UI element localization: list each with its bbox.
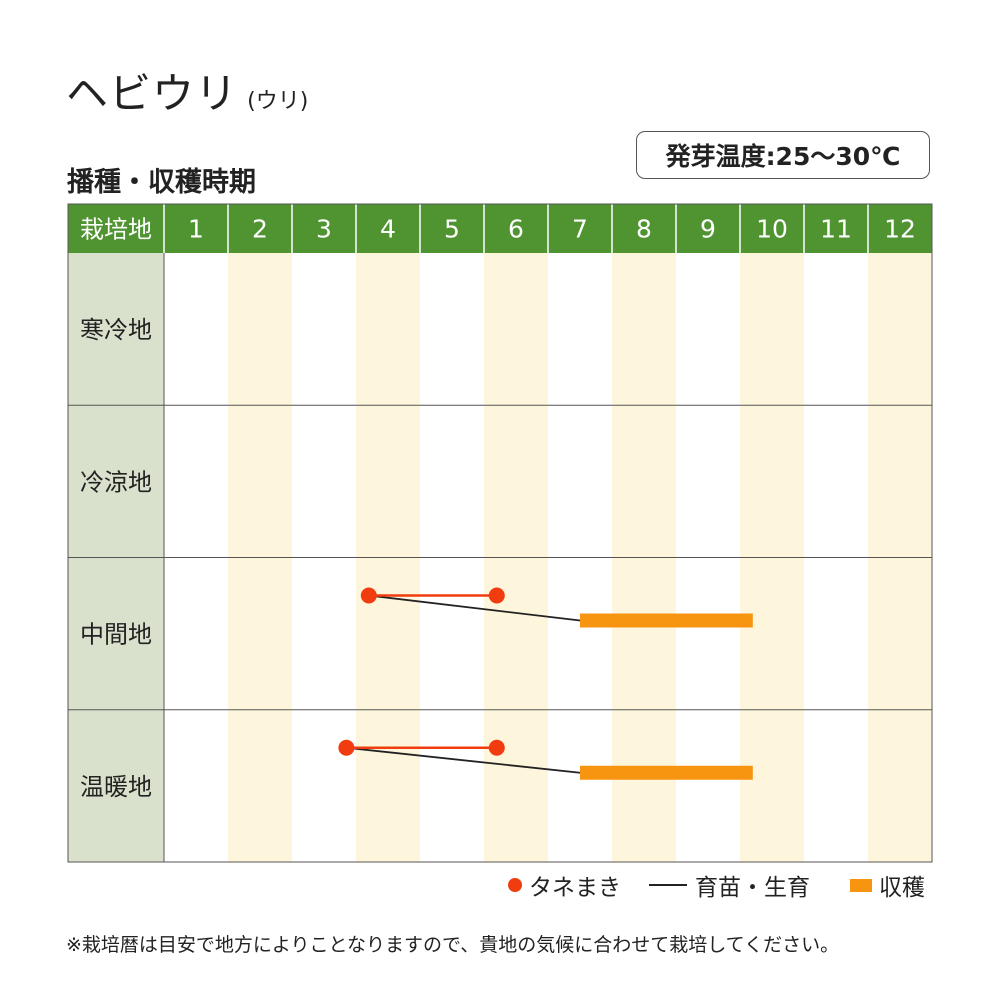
month-tick-label: 1: [188, 215, 204, 244]
sowing-end-point: [488, 587, 505, 604]
month-tick-label: 12: [884, 215, 916, 244]
month-tick-label: 11: [820, 215, 852, 244]
legend-harvest: 収穫: [810, 868, 925, 902]
header-label: 栽培地: [80, 216, 152, 244]
legend-nursery: 育苗・生育: [621, 868, 810, 902]
region-label: 寒冷地: [80, 316, 152, 344]
month-tick-label: 6: [508, 215, 524, 244]
sowing-start-point: [338, 739, 355, 756]
legend: タネまき 育苗・生育 収穫: [508, 868, 925, 902]
header-bar: [68, 204, 932, 253]
legend-sowing: タネまき: [508, 868, 621, 902]
month-tick-label: 8: [636, 215, 652, 244]
legend-sowing-label: タネまき: [529, 875, 621, 901]
harvest-bar: [580, 613, 753, 628]
month-tick-label: 3: [316, 215, 332, 244]
chart-border: [67, 203, 933, 863]
title-main: ヘビウリ: [66, 69, 239, 118]
harvest-bar: [580, 765, 753, 780]
region-label: 冷涼地: [80, 468, 152, 496]
sowing-end-point: [488, 739, 505, 756]
legend-harvest-label: 収穫: [879, 875, 925, 901]
chart-subtitle: 播種・収穫時期: [67, 167, 256, 198]
footnote: ※栽培暦は目安で地方によりことなりますので、貴地の気候に合わせて栽培してください…: [66, 934, 840, 956]
page-title: ヘビウリ (ウリ): [66, 60, 308, 121]
harvest-bar-icon: [850, 878, 872, 892]
sowing-dot-icon: [508, 878, 522, 892]
nursery-line: [368, 594, 581, 622]
title-sub: (ウリ): [247, 89, 309, 114]
nursery-line: [346, 746, 581, 774]
region-label: 中間地: [80, 621, 152, 649]
legend-nursery-label: 育苗・生育: [695, 875, 810, 901]
month-tick-label: 10: [756, 215, 788, 244]
month-tick-label: 4: [380, 215, 396, 244]
month-tick-label: 7: [572, 215, 588, 244]
sowing-start-point: [360, 587, 377, 604]
germination-temp-box: 発芽温度:25〜30℃: [636, 131, 930, 179]
region-label: 温暖地: [80, 773, 152, 801]
month-tick-label: 2: [252, 215, 268, 244]
month-tick-label: 5: [444, 215, 460, 244]
germination-temp-text: 発芽温度:25〜30℃: [665, 142, 901, 171]
month-tick-label: 9: [700, 215, 716, 244]
nursery-line-icon: [649, 884, 687, 886]
